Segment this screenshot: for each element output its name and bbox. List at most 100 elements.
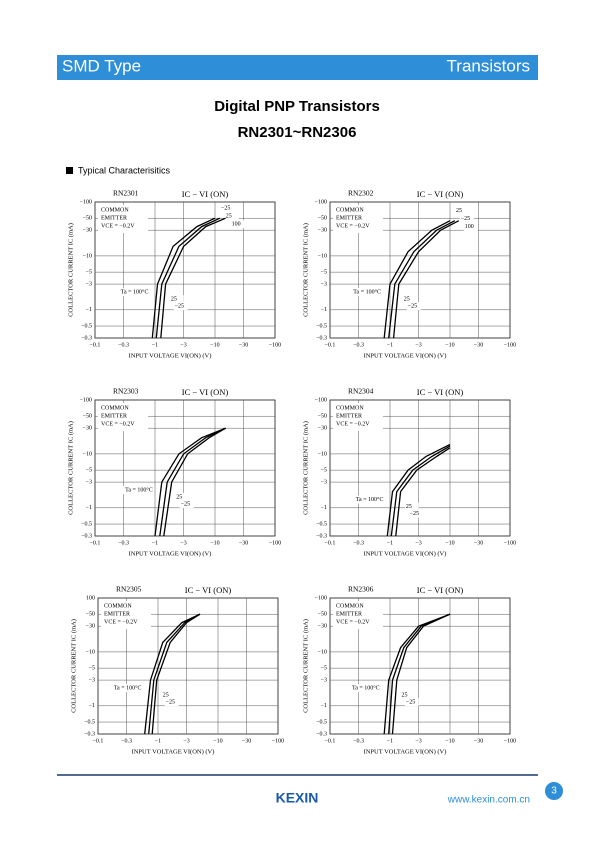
x-tick-label: −100	[272, 738, 284, 744]
y-tick-label: −0.3	[81, 533, 92, 539]
note-line: COMMON	[336, 603, 364, 609]
y-tick-label: −30	[318, 426, 327, 432]
label-bg	[346, 684, 381, 693]
note-line: VCE = −0.2V	[101, 223, 135, 229]
chart-part: RN2306	[348, 585, 374, 594]
note-line: EMITTER	[336, 611, 362, 617]
y-tick-label: −5	[321, 666, 327, 672]
y-tick-label: −100	[80, 199, 92, 205]
x-tick-label: −0.1	[93, 738, 104, 744]
x-tick-label: −0.1	[90, 342, 101, 348]
x-tick-label: −0.3	[118, 342, 129, 348]
bullet	[66, 167, 73, 174]
x-tick-label: −1	[387, 342, 393, 348]
note-line: EMITTER	[101, 413, 127, 419]
x-tick-label: −1	[155, 738, 161, 744]
series-label: Ta = 100°C	[114, 684, 142, 691]
page-badge	[545, 782, 563, 800]
label-bg	[463, 222, 478, 231]
x-tick-label: −10	[445, 738, 454, 744]
label-bg	[402, 295, 417, 304]
series-label: −25	[410, 511, 419, 517]
label-bg	[179, 500, 194, 509]
series-label: Ta = 100°C	[353, 288, 381, 295]
x-tick-label: −3	[415, 738, 421, 744]
x-axis-label: INPUT VOLTAGE VI(ON) (V)	[364, 550, 447, 557]
x-tick-label: −0.3	[118, 540, 129, 546]
chart: −0.1 −0.3 −1 −3 −10 −30 −100−100−50−30−10−5−3−…	[302, 189, 516, 360]
curve	[383, 220, 451, 339]
note-line: COMMON	[104, 603, 132, 609]
x-tick-label: −0.3	[353, 738, 364, 744]
series-label: 25	[406, 504, 412, 510]
label-bg	[455, 206, 469, 215]
x-tick-label: −100	[504, 342, 516, 348]
x-tick-label: −30	[474, 342, 483, 348]
x-tick-label: −10	[445, 342, 454, 348]
header-right: Transistors	[447, 56, 530, 75]
y-tick-label: −10	[83, 451, 92, 457]
section-title: Typical Characterisitics	[78, 165, 171, 175]
x-tick-label: −30	[474, 540, 483, 546]
label-bg	[175, 493, 190, 502]
y-tick-label: −10	[318, 253, 327, 259]
curve	[388, 220, 456, 339]
end-label: 25	[456, 208, 462, 214]
y-axis-label: COLLECTOR CURRENT IC (mA)	[302, 619, 309, 713]
y-tick-label: −5	[86, 270, 92, 276]
chart: −0.1 −0.3 −1 −3 −10 −30 −100−100−50−30−10−5−3−…	[67, 387, 281, 558]
y-tick-label: −5	[321, 270, 327, 276]
y-tick-label: −100	[80, 397, 92, 403]
curve	[163, 427, 226, 537]
x-tick-label: −1	[152, 342, 158, 348]
y-tick-label: −0.3	[316, 533, 327, 539]
end-label: 100	[465, 224, 474, 230]
x-tick-label: −0.1	[90, 540, 101, 546]
y-tick-label: −0.5	[81, 521, 92, 527]
y-axis-label: COLLECTOR CURRENT IC (mA)	[70, 619, 77, 713]
x-tick-label: −0.1	[325, 738, 336, 744]
note-bg	[333, 205, 383, 233]
label-bg	[220, 204, 234, 213]
x-tick-label: −3	[183, 738, 189, 744]
y-tick-label: −0.3	[316, 335, 327, 341]
y-tick-label: −100	[315, 397, 327, 403]
y-tick-label: −10	[318, 451, 327, 457]
y-tick-label: −100	[315, 199, 327, 205]
x-tick-label: −100	[504, 540, 516, 546]
y-tick-label: −3	[321, 677, 327, 683]
note-line: EMITTER	[336, 413, 362, 419]
x-tick-label: −3	[180, 540, 186, 546]
x-tick-label: −100	[269, 540, 281, 546]
label-bg	[161, 691, 176, 700]
y-tick-label: −3	[89, 677, 95, 683]
chart: −0.1 −0.3 −1 −3 −10 −30 −100−100−50−30−10−5−3−…	[67, 189, 281, 360]
curve	[151, 217, 216, 339]
end-label: 25	[226, 214, 232, 220]
x-tick-label: −100	[504, 738, 516, 744]
note-bg	[101, 601, 151, 629]
curve	[392, 220, 460, 339]
y-tick-label: −0.5	[316, 521, 327, 527]
x-axis-label: INPUT VOLTAGE VI(ON) (V)	[129, 550, 212, 557]
end-label: 100	[232, 222, 241, 228]
series-label: 25	[163, 692, 169, 698]
series-label: Ta = 100°C	[352, 684, 380, 691]
y-tick-label: −50	[86, 612, 95, 618]
x-tick-label: −0.3	[121, 738, 132, 744]
x-tick-label: −0.3	[353, 342, 364, 348]
series-label: −25	[166, 699, 175, 705]
y-tick-label: −1	[321, 307, 327, 313]
y-tick-label: −100	[315, 595, 327, 601]
series-label: −25	[408, 303, 417, 309]
y-tick-label: −3	[321, 479, 327, 485]
subtitle: RN2301~RN2306	[238, 124, 357, 141]
label-bg	[224, 212, 239, 221]
note-line: VCE = −0.2V	[336, 619, 370, 625]
y-tick-label: −10	[83, 253, 92, 259]
curve	[148, 613, 201, 735]
y-tick-label: −50	[83, 414, 92, 420]
title: Digital PNP Transistors	[214, 98, 380, 115]
chart: −0.1 −0.3 −1 −3 −10 −30 −100−100−50−30−10−5−3−…	[302, 387, 516, 558]
label-bg	[173, 302, 188, 311]
